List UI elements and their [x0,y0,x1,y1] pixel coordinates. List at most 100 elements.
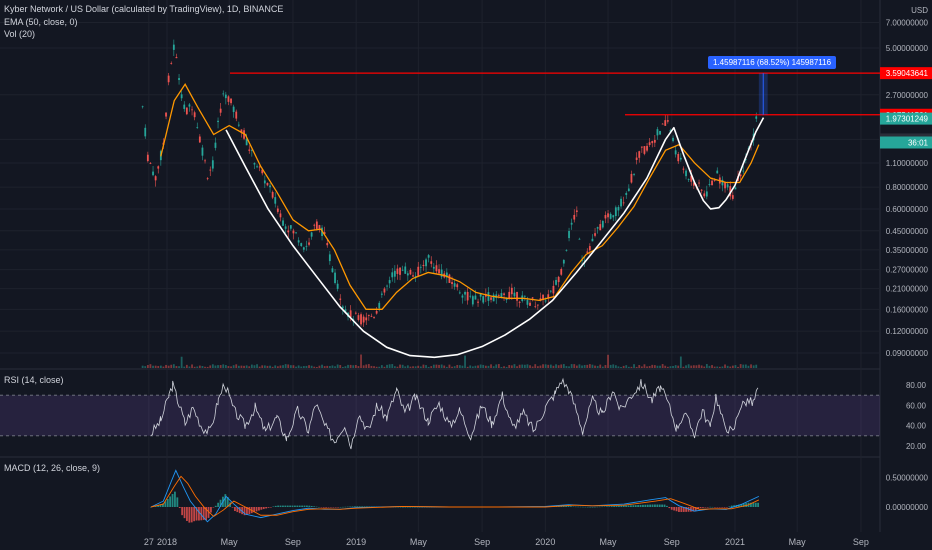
candle-body [157,166,160,169]
macd-histogram-bar [231,507,234,508]
candle-body [425,259,427,267]
macd-histogram-bar [334,507,337,508]
volume-bar [469,365,472,368]
volume-bar [209,365,212,368]
candle-body [739,174,742,177]
candle-body [144,127,147,137]
candle-body [227,96,230,102]
macd-histogram-bar [289,505,292,507]
macd-histogram-bar [663,504,666,507]
candle-body [666,120,669,122]
macd-histogram-bar [560,506,563,507]
macd-histogram-bar [183,507,186,519]
volume-bar [191,364,193,368]
macd-histogram-bar [682,507,685,512]
macd-histogram-bar [178,507,181,509]
volume-bar [253,365,256,368]
macd-histogram-bar [356,506,359,507]
macd-histogram-bar [421,507,424,508]
volume-bar [422,364,425,368]
candle-body [568,230,570,239]
candle-body [620,198,622,207]
volume-bar [752,365,755,368]
candle-body [544,300,547,302]
macd-histogram-bar [565,505,568,507]
candle-body [331,268,334,273]
volume-bar [393,366,396,368]
candle-body [513,292,516,297]
volume-bar [596,365,599,368]
volume-bar [557,365,560,368]
macd-histogram-bar [349,506,352,508]
candle-body [672,137,674,142]
candle-body [315,221,318,229]
volume-bar [347,364,349,368]
macd-histogram-bar [303,505,306,507]
volume-bar [141,365,144,368]
macd-histogram-bar [368,506,371,507]
candle-body [282,220,284,226]
candle-body [648,142,651,145]
volume-bar [456,364,459,368]
measure-tooltip: 1.45987116 (68.52%) 145987116 [708,56,837,69]
volume-bar [742,364,745,368]
candle-body [430,261,433,264]
candle-body [656,129,659,136]
candle-body [594,233,596,236]
candle-body [360,314,362,325]
volume-bar [474,365,477,368]
macd-histogram-bar [210,507,212,513]
candle-body [651,141,654,144]
price-axis-unit: USD [911,6,928,15]
candle-body [263,180,266,184]
volume-bar [630,366,633,368]
volume-bar [672,366,674,368]
volume-bar [211,364,214,368]
macd-histogram-bar [217,502,220,507]
macd-histogram-bar [176,497,179,507]
macd-histogram-bar [742,503,745,507]
candle-body [274,197,277,204]
macd-histogram-bar [680,507,683,512]
macd-histogram-bar [402,507,404,508]
macd-histogram-bar [284,505,287,507]
volume-bar [308,365,310,368]
candle-body [326,243,329,246]
price-tick-label: 0.16000000 [886,305,929,314]
macd-histogram-bar [654,504,656,507]
volume-bar [391,364,394,368]
volume-bar [724,364,726,368]
volume-bar [695,365,698,368]
candle-body [573,214,576,220]
macd-histogram-bar [613,506,616,507]
candle-body [432,266,435,269]
candle-body [287,230,290,233]
macd-histogram-bar [406,507,409,508]
candle-body [555,279,557,285]
candle-body [419,266,422,268]
volume-bar [240,365,243,368]
macd-histogram-bar [591,506,594,508]
volume-bar [274,365,277,368]
volume-bar [552,365,555,368]
volume-bar [380,365,383,368]
candle-body [191,109,193,111]
macd-histogram-bar [709,506,712,508]
candle-body [412,275,414,277]
candle-body [583,260,586,262]
volume-bar [747,365,750,368]
candle-body [386,285,388,287]
candle-body [414,275,417,277]
candle-body [518,301,521,303]
volume-bar [396,366,399,368]
volume-bar [609,364,612,368]
volume-bar [206,366,209,368]
volume-bar [570,364,573,368]
volume-bar [266,365,269,368]
macd-histogram-bar [678,507,680,512]
macd-histogram-bar [394,506,397,508]
macd-histogram-bar [411,507,414,508]
volume-bar [544,364,547,368]
volume-legend: Vol (20) [4,29,36,39]
